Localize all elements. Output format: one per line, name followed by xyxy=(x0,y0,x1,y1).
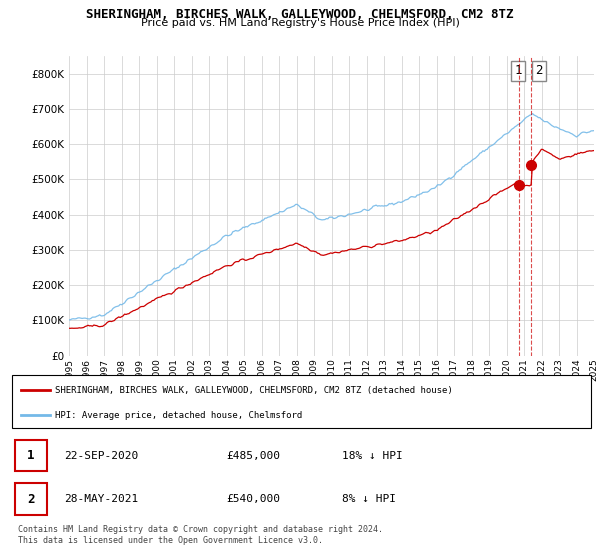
Text: SHERINGHAM, BIRCHES WALK, GALLEYWOOD, CHELMSFORD, CM2 8TZ (detached house): SHERINGHAM, BIRCHES WALK, GALLEYWOOD, CH… xyxy=(55,386,453,395)
Text: Price paid vs. HM Land Registry's House Price Index (HPI): Price paid vs. HM Land Registry's House … xyxy=(140,18,460,29)
Text: 1: 1 xyxy=(27,449,35,462)
Text: Contains HM Land Registry data © Crown copyright and database right 2024.
This d: Contains HM Land Registry data © Crown c… xyxy=(18,525,383,545)
Text: £485,000: £485,000 xyxy=(226,451,280,461)
FancyBboxPatch shape xyxy=(15,483,47,515)
Text: HPI: Average price, detached house, Chelmsford: HPI: Average price, detached house, Chel… xyxy=(55,410,302,419)
Text: 2: 2 xyxy=(27,493,35,506)
FancyBboxPatch shape xyxy=(15,440,47,472)
Text: 22-SEP-2020: 22-SEP-2020 xyxy=(64,451,139,461)
Text: 2: 2 xyxy=(535,64,542,77)
Text: £540,000: £540,000 xyxy=(226,494,280,504)
Text: SHERINGHAM, BIRCHES WALK, GALLEYWOOD, CHELMSFORD, CM2 8TZ: SHERINGHAM, BIRCHES WALK, GALLEYWOOD, CH… xyxy=(86,8,514,21)
Text: 18% ↓ HPI: 18% ↓ HPI xyxy=(342,451,403,461)
Text: 8% ↓ HPI: 8% ↓ HPI xyxy=(342,494,396,504)
Text: 28-MAY-2021: 28-MAY-2021 xyxy=(64,494,139,504)
Text: 1: 1 xyxy=(514,64,521,77)
